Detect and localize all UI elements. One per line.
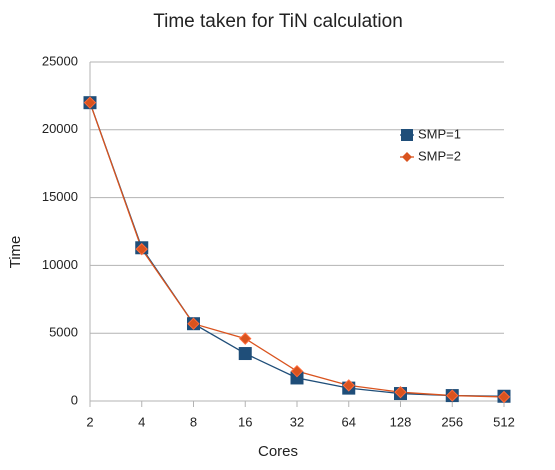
legend-label: SMP=1 xyxy=(418,126,461,141)
point xyxy=(446,389,459,402)
point xyxy=(290,371,304,385)
legend-label: SMP=2 xyxy=(418,148,461,163)
x-tick-label: 2 xyxy=(86,414,93,429)
y-tick-label: 5000 xyxy=(49,325,78,340)
x-tick-label: 8 xyxy=(190,414,197,429)
y-tick-label: 25000 xyxy=(42,53,78,68)
series-line xyxy=(89,102,505,397)
point xyxy=(290,364,304,378)
y-tick-label: 10000 xyxy=(42,257,78,272)
point xyxy=(497,390,511,404)
x-tick-label: 256 xyxy=(441,414,463,429)
legend-marker xyxy=(402,152,412,162)
x-tick-label: 64 xyxy=(342,414,356,429)
x-axis-label: Cores xyxy=(258,443,298,460)
point xyxy=(239,332,252,345)
x-tick-label: 128 xyxy=(390,414,412,429)
x-tick-label: 32 xyxy=(290,414,304,429)
point xyxy=(238,347,252,361)
x-tick-label: 16 xyxy=(238,414,252,429)
point xyxy=(394,385,407,399)
point xyxy=(187,317,200,330)
y-axis-label: Time xyxy=(7,236,24,269)
y-tick-label: 20000 xyxy=(42,121,78,136)
x-tick-label: 512 xyxy=(493,414,515,429)
chart-title: Time taken for TiN calculation xyxy=(153,11,403,32)
point xyxy=(135,242,148,256)
y-tick-label: 15000 xyxy=(42,189,78,204)
x-tick-label: 4 xyxy=(138,414,145,429)
point xyxy=(83,96,97,109)
series-line xyxy=(89,102,505,398)
legend-marker xyxy=(401,129,413,141)
y-tick-label: 0 xyxy=(71,392,78,407)
point xyxy=(342,379,355,392)
